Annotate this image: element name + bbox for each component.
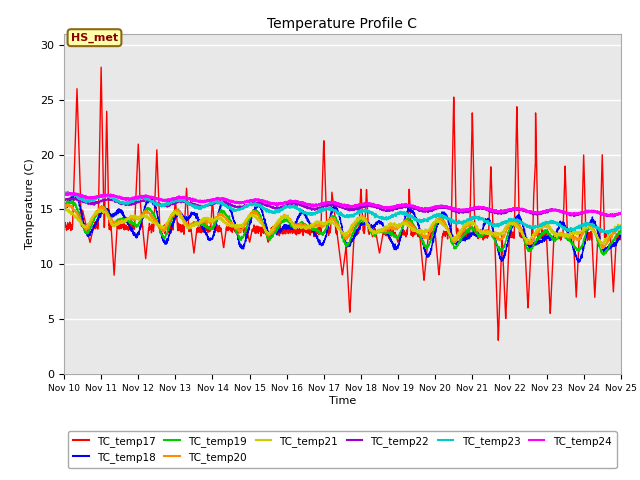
TC_temp17 bbox=[124, 226, 132, 231]
TC_temp22 bbox=[157, 202, 164, 208]
TC_temp23 bbox=[157, 202, 164, 207]
TC_temp17 bbox=[60, 222, 68, 228]
Legend: TC_temp17, TC_temp18, TC_temp19, TC_temp20, TC_temp21, TC_temp22, TC_temp23, TC_: TC_temp17, TC_temp18, TC_temp19, TC_temp… bbox=[68, 431, 616, 468]
TC_temp21 bbox=[617, 223, 625, 229]
TC_temp21 bbox=[60, 205, 68, 211]
TC_temp22 bbox=[546, 207, 554, 213]
TC_temp18 bbox=[298, 211, 306, 216]
X-axis label: Time: Time bbox=[329, 396, 356, 406]
Line: TC_temp23: TC_temp23 bbox=[64, 192, 621, 234]
TC_temp17 bbox=[547, 311, 554, 316]
TC_temp19 bbox=[600, 252, 607, 258]
TC_temp22 bbox=[274, 204, 282, 210]
TC_temp23 bbox=[606, 229, 614, 235]
TC_temp17 bbox=[495, 337, 502, 343]
TC_temp20 bbox=[157, 224, 164, 230]
TC_temp22 bbox=[606, 214, 614, 219]
TC_temp18 bbox=[575, 259, 583, 265]
TC_temp22 bbox=[67, 195, 74, 201]
TC_temp18 bbox=[617, 234, 625, 240]
TC_temp19 bbox=[274, 224, 282, 229]
TC_temp20 bbox=[546, 226, 554, 232]
TC_temp17 bbox=[298, 228, 306, 234]
TC_temp18 bbox=[124, 218, 132, 224]
TC_temp22 bbox=[60, 197, 68, 203]
TC_temp18 bbox=[606, 243, 614, 249]
TC_temp24 bbox=[617, 210, 625, 216]
TC_temp19 bbox=[64, 197, 72, 203]
TC_temp20 bbox=[298, 222, 306, 228]
TC_temp20 bbox=[606, 234, 614, 240]
TC_temp17 bbox=[157, 224, 164, 229]
TC_temp23 bbox=[298, 207, 306, 213]
Y-axis label: Temperature (C): Temperature (C) bbox=[24, 158, 35, 250]
TC_temp19 bbox=[60, 204, 68, 210]
TC_temp23 bbox=[605, 231, 612, 237]
TC_temp23 bbox=[124, 199, 132, 204]
TC_temp21 bbox=[298, 225, 305, 230]
TC_temp24 bbox=[606, 212, 614, 217]
TC_temp24 bbox=[298, 200, 306, 205]
TC_temp19 bbox=[546, 232, 554, 238]
Line: TC_temp20: TC_temp20 bbox=[64, 204, 621, 249]
TC_temp24 bbox=[60, 191, 68, 196]
TC_temp20 bbox=[60, 203, 68, 208]
TC_temp22 bbox=[298, 203, 306, 209]
TC_temp19 bbox=[617, 228, 625, 233]
TC_temp21 bbox=[546, 224, 554, 229]
TC_temp23 bbox=[617, 226, 625, 231]
TC_temp18 bbox=[157, 230, 164, 236]
TC_temp17 bbox=[606, 232, 614, 238]
TC_temp18 bbox=[60, 210, 68, 216]
TC_temp18 bbox=[546, 235, 554, 240]
TC_temp24 bbox=[546, 208, 554, 214]
TC_temp21 bbox=[606, 231, 614, 237]
TC_temp24 bbox=[124, 196, 132, 202]
TC_temp22 bbox=[124, 201, 132, 206]
Text: HS_met: HS_met bbox=[71, 33, 118, 43]
TC_temp17 bbox=[97, 64, 105, 70]
TC_temp23 bbox=[274, 209, 282, 215]
TC_temp19 bbox=[157, 229, 164, 235]
TC_temp24 bbox=[609, 213, 616, 219]
TC_temp20 bbox=[64, 201, 72, 207]
TC_temp18 bbox=[274, 227, 282, 233]
Line: TC_temp18: TC_temp18 bbox=[64, 193, 621, 262]
Line: TC_temp19: TC_temp19 bbox=[64, 200, 621, 255]
TC_temp22 bbox=[609, 214, 617, 220]
TC_temp21 bbox=[599, 241, 607, 247]
TC_temp21 bbox=[274, 218, 282, 224]
TC_temp24 bbox=[70, 190, 77, 196]
TC_temp19 bbox=[124, 218, 132, 224]
Line: TC_temp24: TC_temp24 bbox=[64, 193, 621, 216]
TC_temp24 bbox=[274, 202, 282, 207]
TC_temp23 bbox=[64, 189, 72, 194]
TC_temp21 bbox=[157, 224, 164, 229]
TC_temp20 bbox=[274, 221, 282, 227]
TC_temp17 bbox=[274, 232, 282, 238]
TC_temp22 bbox=[617, 210, 625, 216]
TC_temp20 bbox=[599, 246, 607, 252]
TC_temp20 bbox=[617, 224, 625, 229]
TC_temp23 bbox=[60, 191, 68, 197]
TC_temp21 bbox=[124, 216, 131, 222]
Line: TC_temp17: TC_temp17 bbox=[64, 67, 621, 340]
TC_temp20 bbox=[124, 216, 132, 222]
TC_temp19 bbox=[606, 242, 614, 248]
Title: Temperature Profile C: Temperature Profile C bbox=[268, 17, 417, 31]
TC_temp24 bbox=[157, 197, 164, 203]
TC_temp23 bbox=[546, 221, 554, 227]
TC_temp18 bbox=[70, 191, 78, 196]
TC_temp17 bbox=[617, 234, 625, 240]
TC_temp19 bbox=[298, 219, 306, 225]
Line: TC_temp22: TC_temp22 bbox=[64, 198, 621, 217]
Line: TC_temp21: TC_temp21 bbox=[64, 208, 621, 244]
